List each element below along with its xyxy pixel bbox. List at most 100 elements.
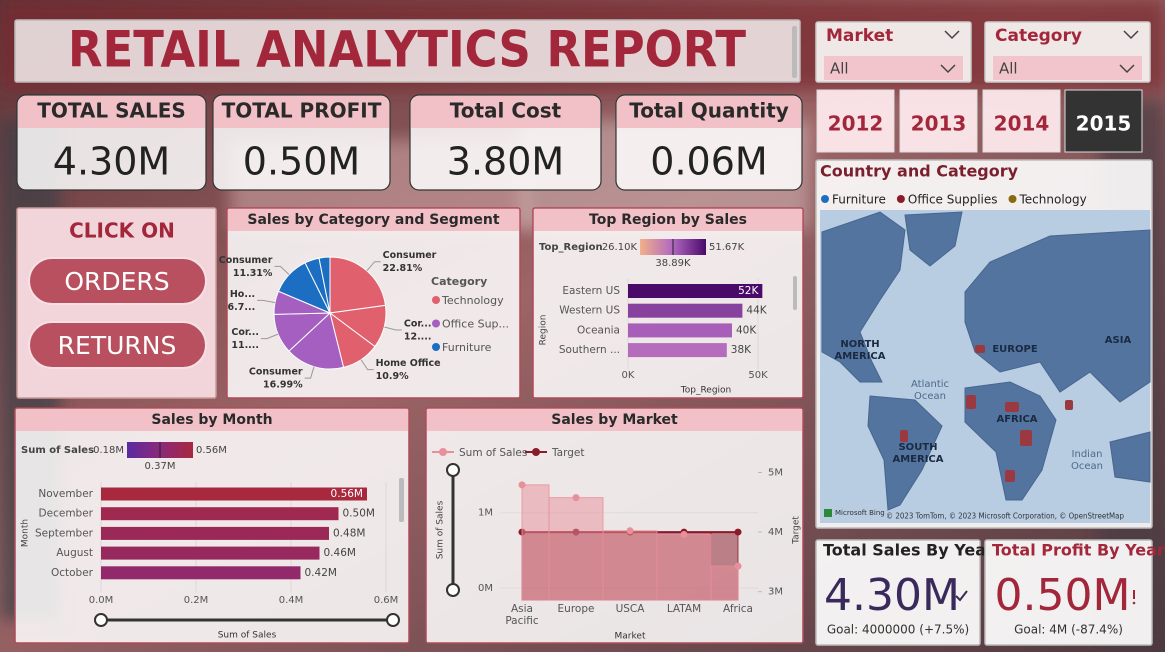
map-land [1109, 431, 1151, 483]
chevron-icon [940, 64, 956, 74]
value-label: 44K [746, 305, 767, 317]
status-icon [955, 590, 968, 602]
map-country [900, 430, 908, 442]
x-tick-label: Asia Pacific [505, 603, 539, 628]
map-land [867, 395, 943, 511]
legend-dot [896, 195, 905, 203]
scrollbar [793, 276, 797, 310]
card-value: 4.30M [824, 570, 960, 621]
y-axis-label: Month [21, 519, 31, 547]
year-label[interactable]: 2012 [828, 112, 884, 136]
panel-title: Sales by Market [551, 412, 678, 428]
map-label-box: AFRICA [996, 414, 1037, 425]
filter-label: Category [995, 26, 1082, 46]
legend-dot [432, 296, 440, 304]
slider-handle[interactable] [386, 613, 400, 627]
year-label[interactable]: 2013 [911, 112, 967, 136]
leader-line [366, 261, 381, 272]
chevron-icon [944, 30, 960, 40]
kpi-header [411, 112, 600, 128]
card-goal: Goal: 4M (-87.4%) [1014, 623, 1123, 637]
nav-button-label[interactable]: RETURNS [58, 331, 177, 360]
map-label: ASIA [1104, 335, 1132, 346]
legend-title: Category [431, 275, 487, 288]
x-tick-label: Europe [557, 603, 595, 615]
year-button[interactable] [816, 89, 895, 153]
map-label-box: EUROPE [992, 344, 1037, 355]
slice-label: Consumer [383, 250, 437, 261]
legend-label: Furniture [832, 193, 886, 207]
color-scale-title: Sum of Sales [21, 445, 94, 456]
value-label: 52K [738, 285, 759, 297]
color-scale-min: 26.10K [602, 242, 638, 253]
slider-handle[interactable] [446, 463, 460, 477]
map-label: NORTH AMERICA [834, 339, 886, 362]
slice-label: Ho... [230, 289, 255, 300]
point [626, 527, 634, 535]
nav-button[interactable] [28, 257, 207, 305]
dropdown[interactable] [993, 56, 1142, 80]
year-label[interactable]: 2014 [994, 112, 1050, 136]
kpi-label: TOTAL PROFIT [222, 99, 382, 123]
card-title: Total Sales By Year [823, 541, 994, 560]
color-scale-min: 0.18M [93, 445, 124, 456]
legend-dot [532, 448, 540, 456]
color-scale-max: 51.67K [709, 242, 745, 253]
y2-tick-label: 4M [768, 527, 783, 538]
slice-label: Home Office [376, 358, 441, 369]
color-scale-max: 0.56M [196, 445, 227, 456]
color-scale-mid: 0.37M [145, 461, 176, 472]
slider-handle[interactable] [94, 613, 108, 627]
slice-label: Consumer [249, 367, 303, 378]
map-label-box: ASIA [1104, 335, 1132, 346]
leader-line [274, 265, 290, 276]
point [734, 528, 742, 536]
year-button[interactable] [1064, 89, 1143, 153]
legend-dot [1008, 195, 1017, 203]
slice-value-label: 12.... [404, 331, 432, 342]
value-label: 0.46M [324, 547, 356, 559]
panel [14, 19, 801, 83]
y-tick-label: November [38, 488, 93, 500]
y-tick-label: 1M [478, 508, 493, 519]
legend-label: Technology [1019, 193, 1087, 207]
slice-value-label: 6.7... [228, 302, 256, 313]
area-step [656, 534, 712, 601]
y-tick-label: Western US [559, 305, 620, 317]
x-tick-label: 0K [622, 370, 635, 381]
map-provider: Microsoft Bing [835, 509, 885, 517]
map-land [821, 211, 906, 383]
map-attribution: © 2023 TomTom, © 2023 Microsoft Corporat… [886, 512, 1124, 521]
chevron-icon [1123, 30, 1139, 40]
panel [984, 539, 1153, 646]
year-button[interactable] [899, 89, 978, 153]
panel [14, 407, 410, 644]
point [518, 481, 526, 489]
bar [628, 284, 763, 298]
year-label[interactable]: 2015 [1076, 112, 1132, 136]
slider-handle[interactable] [446, 583, 460, 597]
y-tick-label: August [56, 547, 93, 559]
legend-label: Furniture [442, 341, 492, 354]
kpi-value: 3.80M [447, 140, 564, 184]
bar [628, 303, 743, 318]
year-button[interactable] [982, 89, 1061, 153]
slice-label: Cor... [404, 318, 432, 329]
nav-button-label[interactable]: ORDERS [64, 267, 169, 296]
dropdown[interactable] [824, 56, 963, 80]
map-label-box: Indian Ocean [1071, 449, 1103, 472]
y-tick-label: September [35, 527, 94, 539]
slice-label: Cor... [231, 327, 259, 338]
x-tick-label-box: Africa [723, 603, 753, 615]
panel [532, 207, 804, 399]
map-country [1005, 402, 1019, 412]
kpi-label: Total Cost [450, 99, 562, 123]
y-tick-label: Oceania [577, 324, 620, 336]
kpi-label: TOTAL SALES [37, 99, 186, 123]
bar [628, 323, 732, 338]
kpi-label: Total Quantity [629, 99, 789, 123]
nav-button[interactable] [28, 321, 207, 369]
y-axis-label: Sum of Sales [436, 500, 446, 559]
x-tick-label: LATAM [666, 603, 702, 615]
